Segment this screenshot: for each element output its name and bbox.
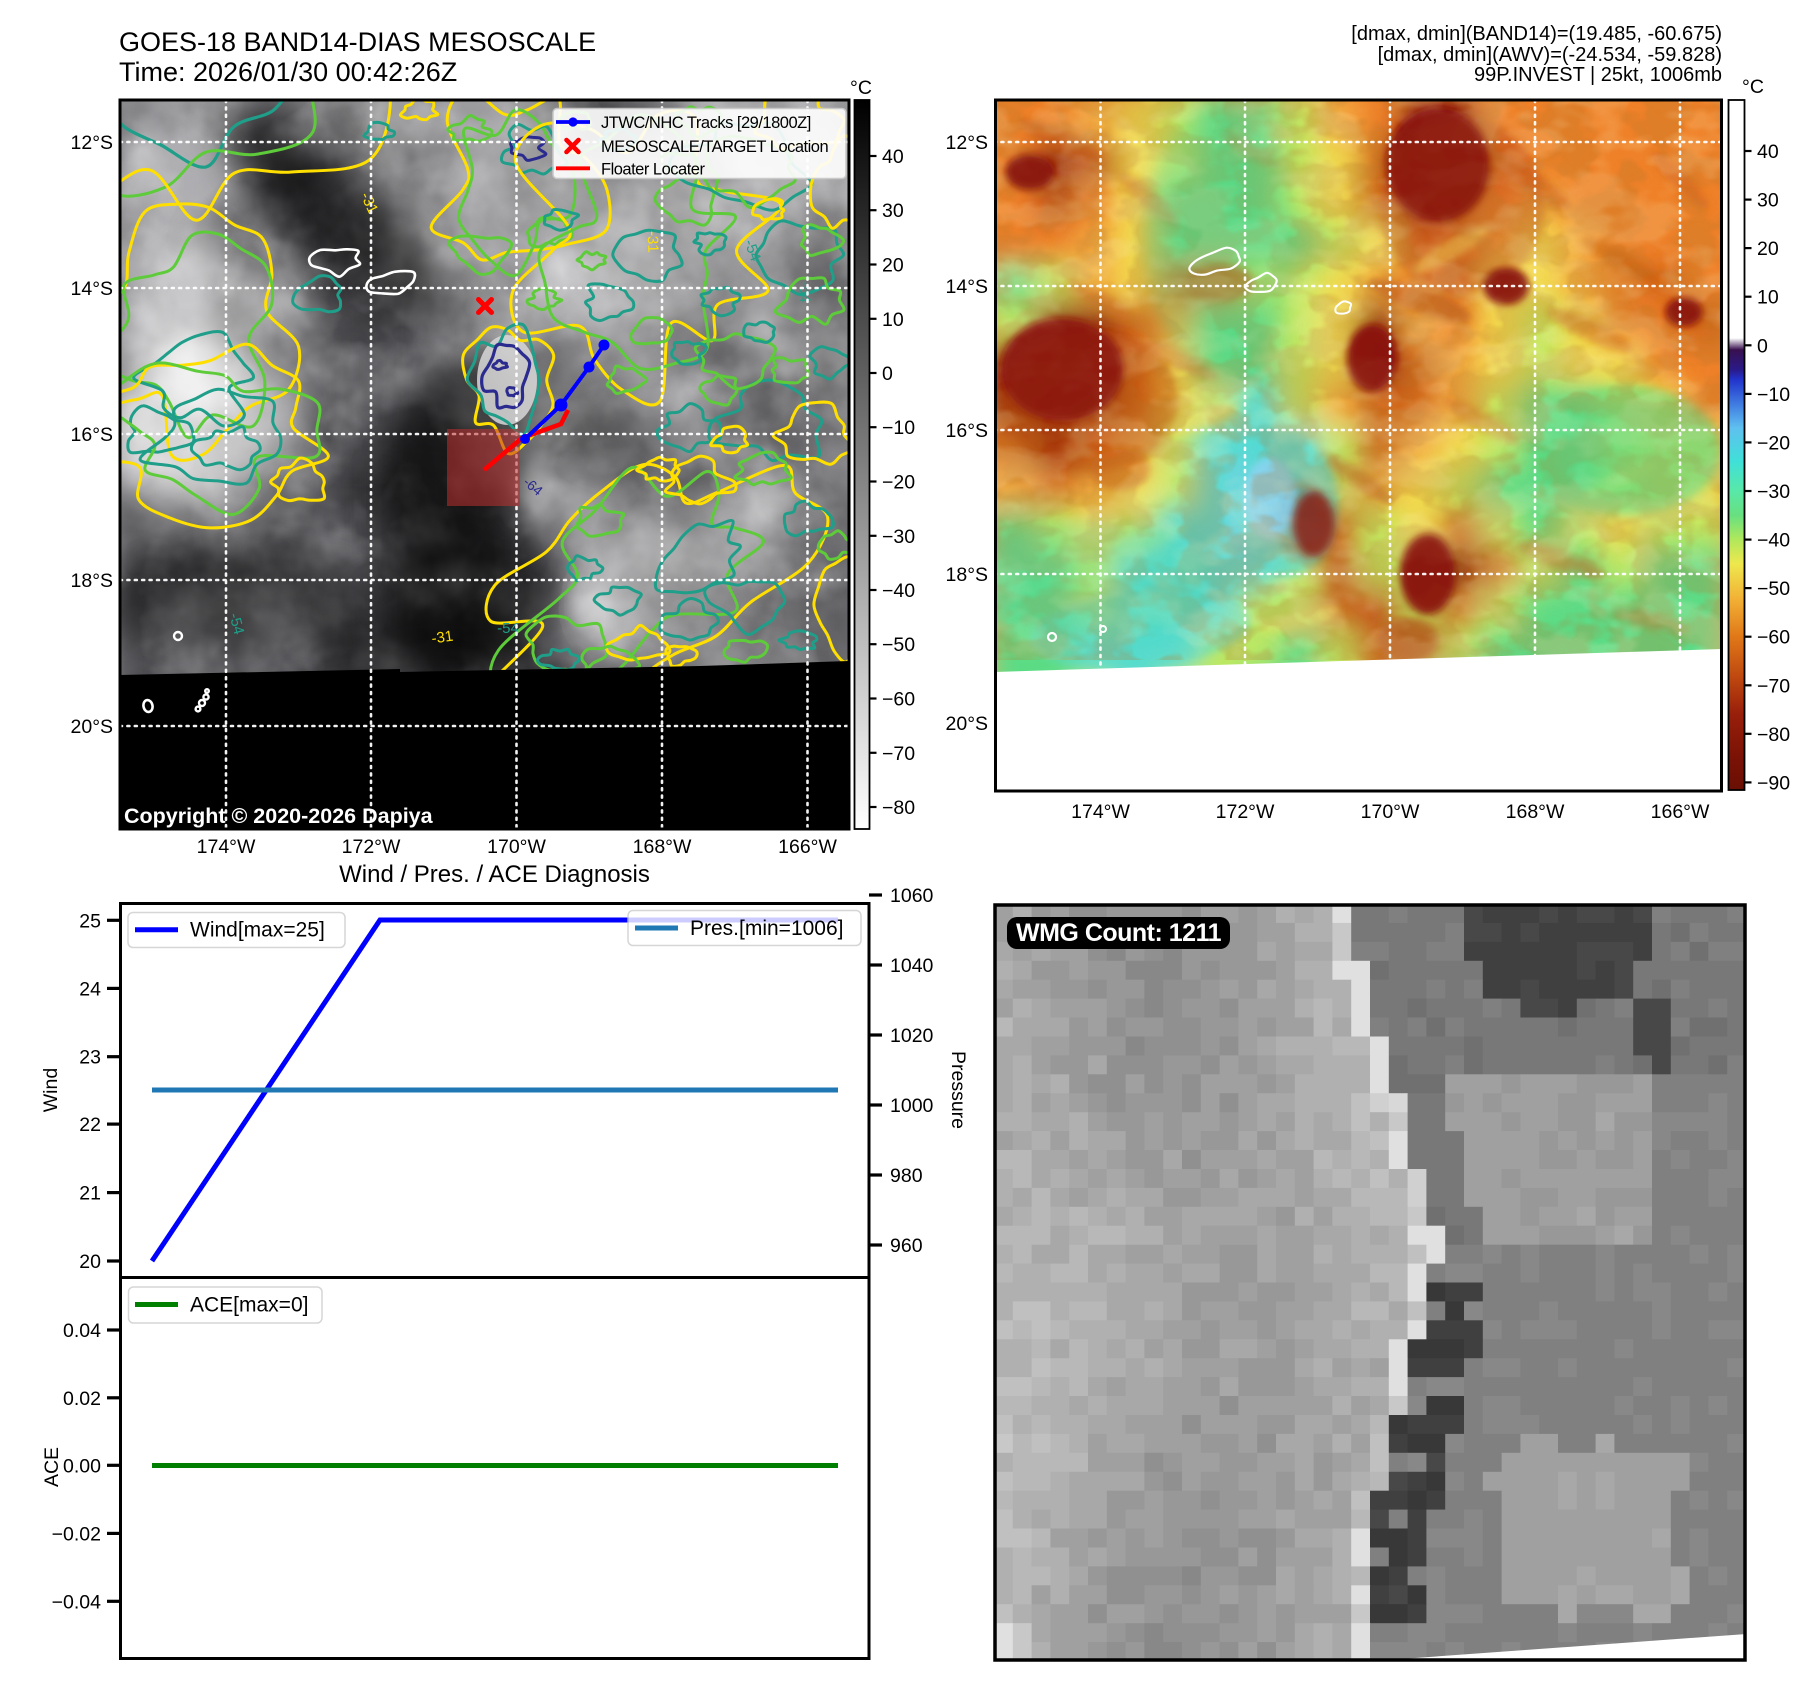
svg-text:−50: −50	[882, 634, 915, 656]
svg-text:−20: −20	[882, 472, 915, 494]
svg-text:30: 30	[882, 200, 904, 222]
svg-text:20°S: 20°S	[946, 713, 989, 735]
svg-text:170°W: 170°W	[1361, 801, 1420, 823]
svg-text:0.04: 0.04	[63, 1320, 101, 1342]
svg-text:−70: −70	[1757, 675, 1790, 697]
svg-text:ACE: ACE	[41, 1447, 63, 1487]
svg-text:12°S: 12°S	[946, 132, 989, 154]
svg-text:−10: −10	[882, 417, 915, 439]
svg-text:−40: −40	[882, 580, 915, 602]
svg-text:Wind / Pres. / ACE Diagnosis: Wind / Pres. / ACE Diagnosis	[339, 861, 650, 888]
svg-text:174°W: 174°W	[1071, 801, 1130, 823]
svg-text:10: 10	[1757, 287, 1779, 309]
svg-text:1000: 1000	[890, 1095, 934, 1117]
svg-text:−30: −30	[882, 526, 915, 548]
svg-text:16°S: 16°S	[946, 420, 989, 442]
svg-text:30: 30	[1757, 190, 1779, 212]
svg-text:174°W: 174°W	[197, 836, 256, 858]
svg-text:°C: °C	[1742, 76, 1764, 98]
svg-text:−90: −90	[1757, 772, 1790, 794]
svg-text:GOES-18 BAND14-DIAS MESOSCALE: GOES-18 BAND14-DIAS MESOSCALE	[119, 27, 596, 57]
svg-text:−80: −80	[882, 797, 915, 819]
svg-text:10: 10	[882, 309, 904, 331]
svg-text:-54: -54	[225, 611, 247, 636]
svg-text:1020: 1020	[890, 1025, 934, 1047]
svg-text:Copyright © 2020-2026 Dapiya: Copyright © 2020-2026 Dapiya	[124, 804, 434, 828]
svg-text:18°S: 18°S	[946, 564, 989, 586]
svg-text:25: 25	[79, 910, 101, 932]
svg-text:−60: −60	[1757, 627, 1790, 649]
svg-text:12°S: 12°S	[71, 132, 114, 154]
svg-text:960: 960	[890, 1235, 923, 1257]
svg-text:20: 20	[882, 255, 904, 277]
svg-text:-54: -54	[796, 281, 814, 303]
svg-text:0.00: 0.00	[63, 1455, 101, 1477]
svg-text:JTWC/NHC Tracks [29/1800Z]: JTWC/NHC Tracks [29/1800Z]	[601, 114, 811, 132]
svg-text:[dmax, dmin](BAND14)=(19.485,: [dmax, dmin](BAND14)=(19.485, -60.675)	[1351, 23, 1722, 45]
svg-text:16°S: 16°S	[71, 424, 114, 446]
svg-text:WMG Count: 1211: WMG Count: 1211	[1016, 919, 1222, 947]
svg-text:−70: −70	[882, 743, 915, 765]
svg-text:20°S: 20°S	[71, 716, 114, 738]
svg-text:−80: −80	[1757, 724, 1790, 746]
svg-text:168°W: 168°W	[1506, 801, 1565, 823]
svg-text:−10: −10	[1757, 384, 1790, 406]
svg-text:172°W: 172°W	[342, 836, 401, 858]
svg-text:−50: −50	[1757, 578, 1790, 600]
svg-text:−30: −30	[1757, 481, 1790, 503]
svg-text:0.02: 0.02	[63, 1388, 101, 1410]
svg-text:170°W: 170°W	[487, 836, 546, 858]
svg-text:Pressure: Pressure	[947, 1051, 969, 1129]
svg-text:Floater Locater: Floater Locater	[601, 160, 705, 178]
svg-text:−0.02: −0.02	[52, 1523, 101, 1545]
svg-text:−20: −20	[1757, 432, 1790, 454]
svg-text:Time: 2026/01/30 00:42:26Z: Time: 2026/01/30 00:42:26Z	[119, 57, 457, 87]
svg-text:0: 0	[882, 363, 893, 385]
svg-text:40: 40	[882, 146, 904, 168]
svg-text:14°S: 14°S	[71, 278, 114, 300]
svg-text:MESOSCALE/TARGET Location: MESOSCALE/TARGET Location	[601, 138, 828, 156]
svg-text:-54: -54	[497, 620, 519, 637]
svg-text:23: 23	[79, 1047, 101, 1069]
svg-text:166°W: 166°W	[778, 836, 837, 858]
svg-text:Wind: Wind	[40, 1068, 62, 1112]
svg-text:0: 0	[1757, 335, 1768, 357]
svg-text:20: 20	[1757, 238, 1779, 260]
svg-text:14°S: 14°S	[946, 276, 989, 298]
svg-text:−60: −60	[882, 689, 915, 711]
svg-text:24: 24	[79, 978, 101, 1000]
svg-text:20: 20	[79, 1251, 101, 1273]
svg-text:21: 21	[79, 1183, 101, 1205]
svg-text:-54: -54	[741, 237, 764, 263]
svg-text:172°W: 172°W	[1216, 801, 1275, 823]
svg-text:1040: 1040	[890, 955, 934, 977]
svg-text:Wind[max=25]: Wind[max=25]	[190, 919, 325, 942]
svg-text:168°W: 168°W	[633, 836, 692, 858]
svg-text:166°W: 166°W	[1651, 801, 1710, 823]
svg-text:Pres.[min=1006]: Pres.[min=1006]	[690, 917, 844, 940]
svg-text:980: 980	[890, 1165, 923, 1187]
svg-text:99P.INVEST | 25kt, 1006mb: 99P.INVEST | 25kt, 1006mb	[1474, 64, 1722, 86]
svg-text:°C: °C	[850, 77, 872, 99]
svg-text:-31: -31	[644, 231, 662, 253]
svg-text:40: 40	[1757, 141, 1779, 163]
svg-text:−40: −40	[1757, 530, 1790, 552]
svg-text:[dmax, dmin](AWV)=(-24.534, -5: [dmax, dmin](AWV)=(-24.534, -59.828)	[1378, 44, 1722, 66]
svg-text:18°S: 18°S	[71, 570, 114, 592]
svg-text:ACE[max=0]: ACE[max=0]	[190, 1294, 308, 1317]
svg-text:-31: -31	[430, 628, 454, 648]
svg-text:−0.04: −0.04	[52, 1591, 101, 1613]
svg-text:22: 22	[79, 1114, 101, 1136]
svg-text:1060: 1060	[890, 885, 934, 907]
